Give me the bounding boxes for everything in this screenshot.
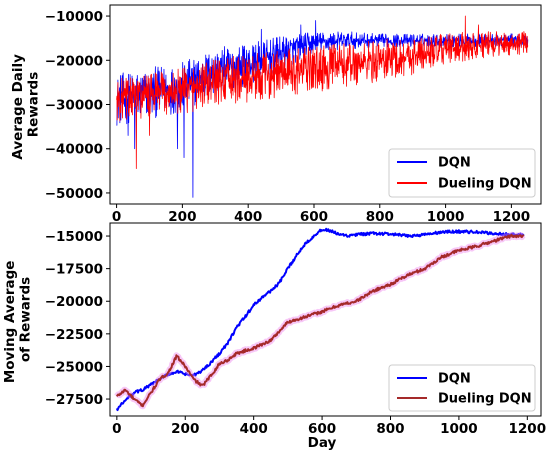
bottom-x-tick-label: 600	[308, 421, 336, 437]
bottom-chart: 0 200 400 600 800 1000 1200 −15000 −17500 −20000…	[2, 222, 546, 451]
top-chart: 0 200 400 600 800 1000 1200 −10000 −20000 −30000…	[10, 4, 542, 225]
top-series-layer	[116, 15, 529, 198]
bottom-legend-box	[388, 364, 536, 412]
top-y-axis-label-line1: Average Daily	[10, 54, 26, 160]
bottom-legend-dueling-label: Dueling DQN	[438, 392, 532, 407]
bottom-legend-dqn-label: DQN	[438, 372, 471, 387]
bottom-y-tick-label: −15000	[45, 229, 103, 245]
top-y-axis-label-line2: Rewards	[25, 72, 41, 138]
bottom-y-tick-label: −20000	[45, 294, 103, 310]
top-x-tick-label: 800	[366, 209, 394, 225]
bottom-x-tick-label: 1000	[440, 421, 478, 437]
bottom-y-tick-label: −17500	[45, 262, 103, 278]
top-x-tick-label: 1000	[427, 209, 465, 225]
bottom-y-axis-label: Moving Average of Rewards	[2, 256, 34, 383]
bottom-x-tick-label: 200	[171, 421, 199, 437]
top-y-tick-label: −40000	[45, 142, 103, 158]
top-legend-dqn-label: DQN	[438, 156, 471, 171]
top-x-tick-label: 600	[300, 209, 328, 225]
top-legend: DQN Dueling DQN	[388, 148, 536, 198]
bottom-y-tick-label: −22500	[45, 327, 103, 343]
bottom-series-dqn-line	[115, 227, 525, 412]
top-y-tick-label: −10000	[45, 9, 103, 25]
bottom-x-tick-label: 0	[112, 421, 121, 437]
bottom-x-tick-label: 800	[376, 421, 404, 437]
top-y-tick-label: −50000	[45, 186, 103, 202]
bottom-x-tick-label: 1200	[509, 421, 547, 437]
top-x-tick-label: 400	[234, 209, 262, 225]
top-y-tick-label: −30000	[45, 98, 103, 114]
bottom-series-layer	[114, 227, 527, 412]
top-x-tick-label: 200	[168, 209, 196, 225]
bottom-series-dueling-dqn-line	[115, 233, 525, 408]
top-x-ticks: 0 200 400 600 800 1000 1200	[112, 204, 530, 225]
bottom-y-ticks: −15000 −17500 −20000 −22500 −25000 −27500	[45, 229, 110, 408]
bottom-x-axis-label: Day	[308, 435, 337, 451]
top-y-axis-label: Average Daily Rewards	[10, 49, 42, 159]
bottom-x-tick-label: 400	[240, 421, 268, 437]
top-x-tick-label: 1200	[493, 209, 531, 225]
top-legend-dueling-label: Dueling DQN	[438, 177, 532, 192]
bottom-y-tick-label: −25000	[45, 359, 103, 375]
top-series-dueling-dqn-line	[116, 15, 529, 170]
top-y-tick-label: −20000	[45, 53, 103, 69]
bottom-y-axis-label-line1: Moving Average	[2, 261, 18, 384]
bottom-y-axis-label-line2: of Rewards	[17, 277, 33, 362]
bottom-legend: DQN Dueling DQN	[388, 364, 536, 412]
top-x-tick-label: 0	[112, 209, 121, 225]
bottom-x-ticks: 0 200 400 600 800 1000 1200	[112, 416, 546, 437]
bottom-plot-frame	[109, 222, 542, 417]
top-y-ticks: −10000 −20000 −30000 −40000 −50000	[45, 9, 110, 202]
bottom-y-tick-label: −27500	[45, 392, 103, 408]
